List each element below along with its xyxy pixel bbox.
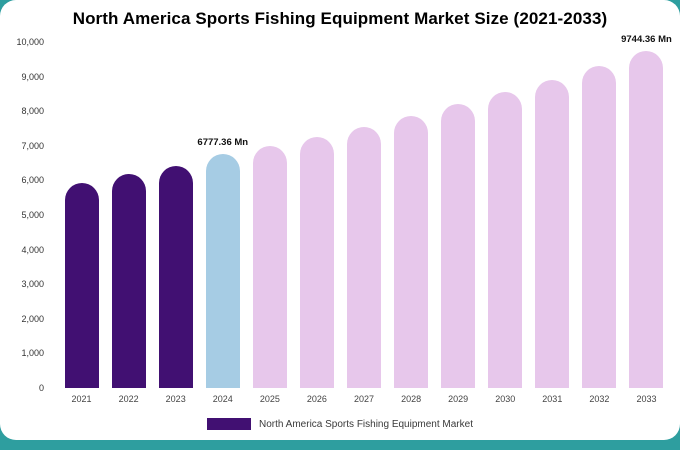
x-axis: 2021 2022 2023 2024 2025 2026 2027 2028 2029 2030… <box>50 394 678 404</box>
bar-column-2031 <box>529 42 576 388</box>
bar-2032 <box>582 66 617 388</box>
y-tick-label: 7,000 <box>21 140 44 151</box>
bar-2028 <box>394 116 429 388</box>
y-tick-label: 6,000 <box>21 175 44 186</box>
bar-column-2022 <box>105 42 152 388</box>
data-label-2033: 9744.36 Mn <box>621 33 672 45</box>
y-tick-label: 5,000 <box>21 210 44 220</box>
y-tick-label: 9,000 <box>21 71 44 82</box>
bar-column-2028 <box>388 42 435 388</box>
y-tick-label: 8,000 <box>21 106 44 117</box>
chart-card: North America Sports Fishing Equipment M… <box>0 0 680 440</box>
y-axis: 0 1,000 2,000 3,000 4,000 5,000 6,000 7,000 8,00… <box>0 37 44 393</box>
bar-group: 6777.36 Mn 9744.36 Mn <box>50 34 678 388</box>
bar-column-2029 <box>435 42 482 388</box>
x-tick-label-2031: 2031 <box>542 394 563 404</box>
x-tick-label-2025: 2025 <box>259 394 280 404</box>
bar-column-2027 <box>340 42 387 388</box>
bar-2025 <box>252 145 287 388</box>
legend: North America Sports Fishing Equipment M… <box>0 418 680 430</box>
x-tick-label-2032: 2032 <box>589 394 610 404</box>
y-tick-label: 2,000 <box>21 313 44 324</box>
legend-label: North America Sports Fishing Equipment M… <box>259 418 473 430</box>
bar-column-2032 <box>576 42 623 388</box>
bar-2033 <box>629 50 664 388</box>
bar-2022 <box>111 174 146 388</box>
x-tick-label-2023: 2023 <box>165 394 186 404</box>
bar-column-2030 <box>482 42 529 388</box>
bar-column-2025 <box>246 42 293 388</box>
legend-swatch <box>207 418 251 430</box>
bar-column-2021 <box>58 42 105 388</box>
x-tick-label-2027: 2027 <box>353 394 375 404</box>
plot-area: 6777.36 Mn 9744.36 Mn <box>50 34 678 388</box>
chart-title: North America Sports Fishing Equipment M… <box>72 9 608 28</box>
bar-2030 <box>488 92 523 388</box>
x-tick-label-2033: 2033 <box>636 394 657 404</box>
x-tick-label-2029: 2029 <box>448 394 469 404</box>
bar-column-2024: 6777.36 Mn <box>197 42 249 388</box>
x-tick-label-2024: 2024 <box>212 394 233 404</box>
y-tick-label: 0 <box>38 383 44 393</box>
bar-column-2026 <box>293 42 340 388</box>
data-label-2024: 6777.36 Mn <box>197 136 249 148</box>
x-tick-label-2030: 2030 <box>495 394 516 404</box>
bar-column-2033: 9744.36 Mn <box>621 34 672 388</box>
x-tick-label-2028: 2028 <box>401 394 422 404</box>
y-tick-label: 10,000 <box>16 37 44 47</box>
bar-2027 <box>347 126 381 388</box>
x-tick-label-2022: 2022 <box>118 394 139 404</box>
bar-2024 <box>205 153 240 388</box>
y-tick-label: 4,000 <box>21 244 44 255</box>
bar-2029 <box>441 104 476 388</box>
y-tick-label: 1,000 <box>21 348 44 359</box>
bar-column-2023 <box>152 42 199 388</box>
y-tick-label: 3,000 <box>21 279 44 290</box>
x-tick-label-2026: 2026 <box>306 394 327 404</box>
x-tick-label-2021: 2021 <box>71 394 92 404</box>
bar-2023 <box>158 165 193 388</box>
bar-2031 <box>535 80 570 388</box>
bar-2021 <box>64 183 99 388</box>
bar-2026 <box>299 137 334 388</box>
